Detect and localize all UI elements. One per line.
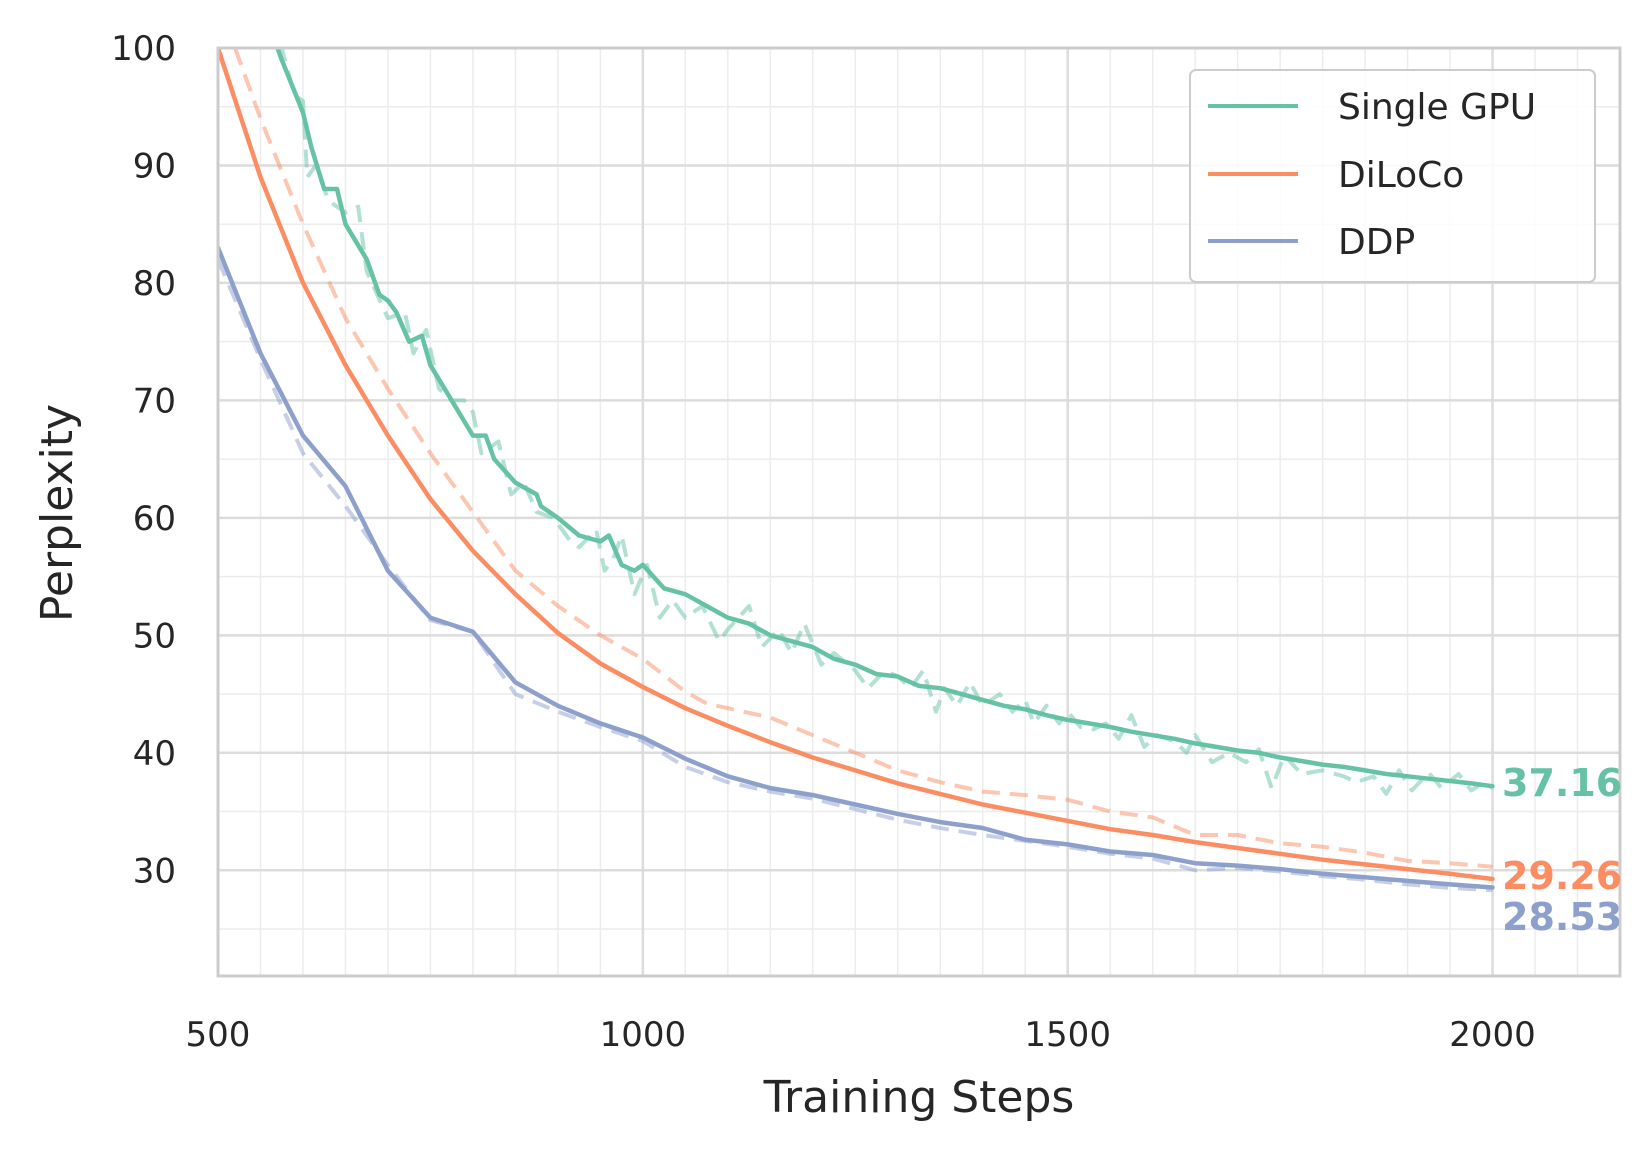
y-tick-labels: 30 40 50 60 70 80 90 100 (111, 29, 176, 891)
series-layer (218, 48, 1495, 893)
x-tick-labels: 500 1000 1500 2000 (186, 1015, 1536, 1055)
series-raw-line-single-gpu (277, 48, 1494, 796)
y-tick-label: 100 (111, 29, 176, 69)
x-tick-label: 2000 (1449, 1015, 1536, 1055)
final-value-single-gpu: 37.16 (1502, 761, 1622, 805)
legend: Single GPU DiLoCo DDP (1189, 69, 1596, 283)
legend-label-single-gpu: Single GPU (1338, 87, 1536, 128)
y-tick-label: 60 (133, 499, 176, 539)
series-raw-line-diloco (233, 48, 1493, 869)
series-line-diloco (218, 48, 1495, 882)
series-line-single-gpu (275, 48, 1495, 789)
legend-label-diloco: DiLoCo (1338, 155, 1464, 196)
x-tick-label: 1500 (1024, 1015, 1111, 1055)
legend-label-ddp: DDP (1338, 222, 1415, 263)
x-axis-title: Training Steps (763, 1072, 1075, 1123)
y-tick-label: 30 (133, 851, 176, 891)
final-value-diloco: 29.26 (1502, 854, 1622, 898)
y-tick-label: 80 (133, 264, 176, 304)
x-tick-label: 1000 (600, 1015, 687, 1055)
plot-frame (216, 46, 1622, 978)
x-tick-label: 500 (186, 1015, 251, 1055)
y-axis-title: Perplexity (32, 404, 83, 622)
y-tick-label: 50 (133, 616, 176, 656)
series-raw-line-ddp (218, 258, 1493, 893)
series-line-ddp (218, 245, 1495, 890)
y-tick-label: 70 (133, 381, 176, 421)
y-tick-label: 40 (133, 734, 176, 774)
final-value-ddp: 28.53 (1502, 895, 1622, 939)
legend-box (1189, 69, 1596, 283)
y-tick-label: 90 (133, 146, 176, 186)
